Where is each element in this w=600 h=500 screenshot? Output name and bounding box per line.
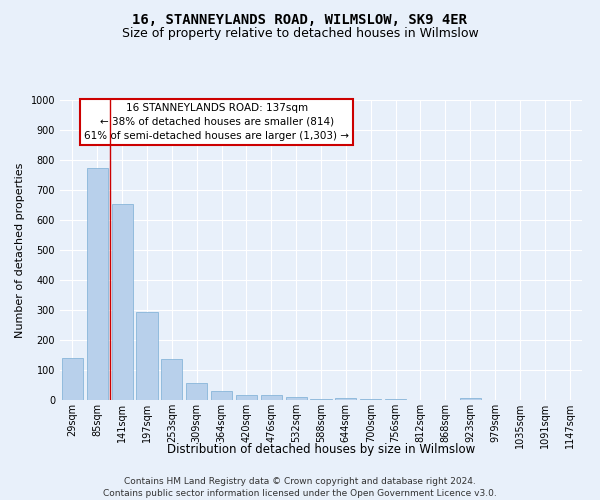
Text: Size of property relative to detached houses in Wilmslow: Size of property relative to detached ho… — [122, 28, 478, 40]
Bar — [62, 358, 83, 400]
Bar — [385, 398, 406, 400]
Text: 16 STANNEYLANDS ROAD: 137sqm
← 38% of detached houses are smaller (814)
61% of s: 16 STANNEYLANDS ROAD: 137sqm ← 38% of de… — [84, 103, 349, 141]
Y-axis label: Number of detached properties: Number of detached properties — [15, 162, 25, 338]
Bar — [112, 204, 133, 400]
Bar — [236, 394, 257, 400]
Bar — [310, 398, 332, 400]
Bar — [87, 168, 108, 400]
Bar — [335, 398, 356, 400]
Text: Contains HM Land Registry data © Crown copyright and database right 2024.
Contai: Contains HM Land Registry data © Crown c… — [103, 476, 497, 498]
Bar — [211, 391, 232, 400]
Bar — [460, 398, 481, 400]
Bar — [136, 312, 158, 400]
Bar — [286, 397, 307, 400]
Bar — [186, 383, 207, 400]
Text: 16, STANNEYLANDS ROAD, WILMSLOW, SK9 4ER: 16, STANNEYLANDS ROAD, WILMSLOW, SK9 4ER — [133, 12, 467, 26]
Text: Distribution of detached houses by size in Wilmslow: Distribution of detached houses by size … — [167, 442, 475, 456]
Bar — [161, 358, 182, 400]
Bar — [360, 398, 381, 400]
Bar — [261, 394, 282, 400]
